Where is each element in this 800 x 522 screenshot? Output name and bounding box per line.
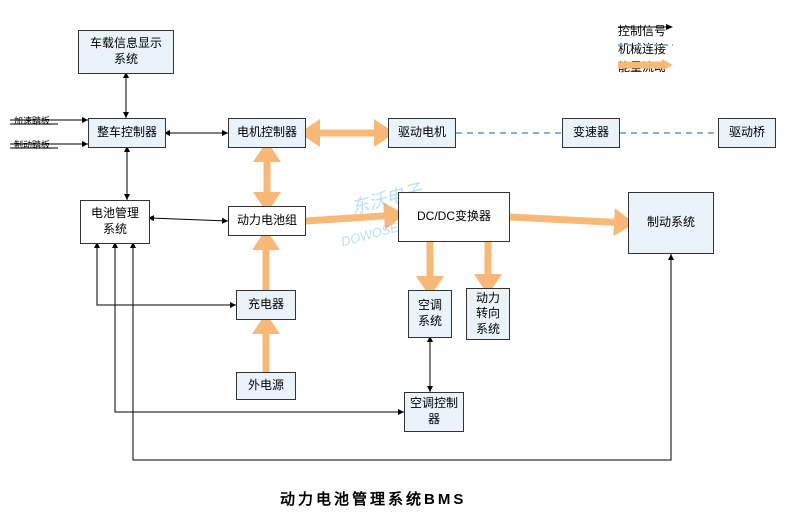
legend-control: 控制信号 — [618, 22, 666, 39]
diagram-canvas: 控制信号 机械连接 能量流动 加速踏板 制动踏板 东沃电子 DOWOSEMI 动… — [0, 0, 800, 522]
diagram-title: 动力电池管理系统BMS — [280, 488, 466, 509]
brake-pedal-label: 制动踏板 — [14, 138, 50, 151]
box-steering: 动力 转向 系统 — [466, 288, 510, 340]
box-bms: 电池管理 系统 — [80, 200, 150, 244]
legend-mechanical: 机械连接 — [618, 40, 666, 57]
box-ac-sys: 空调 系统 — [408, 290, 452, 338]
box-gearbox: 变速器 — [562, 118, 620, 148]
box-ext-power: 外电源 — [236, 372, 296, 400]
legend-energy: 能量流动 — [618, 58, 666, 75]
box-dcdc: DC/DC变换器 — [398, 192, 510, 242]
box-motor-ctrl: 电机控制器 — [228, 118, 306, 148]
connections-layer — [0, 0, 800, 522]
box-vcu: 整车控制器 — [88, 118, 166, 148]
box-charger: 充电器 — [236, 290, 296, 320]
box-drive-motor: 驱动电机 — [388, 118, 456, 148]
box-ac-ctrl: 空调控制 器 — [404, 392, 464, 432]
box-drive-axle: 驱动桥 — [718, 118, 776, 148]
box-battery-pack: 动力电池组 — [228, 206, 306, 236]
box-info-display: 车载信息显示 系统 — [78, 30, 174, 74]
accel-pedal-label: 加速踏板 — [14, 114, 50, 127]
box-brake-sys: 制动系统 — [628, 192, 714, 254]
